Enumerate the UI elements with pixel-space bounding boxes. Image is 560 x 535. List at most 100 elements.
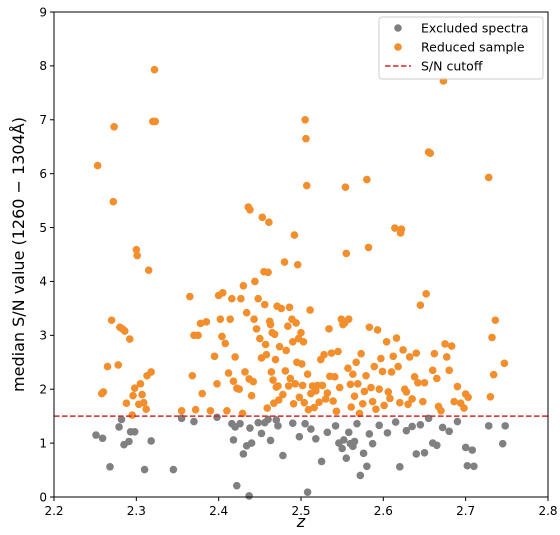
reduced-point-189 xyxy=(414,378,422,387)
excluded-point-67 xyxy=(433,441,441,450)
reduced-point-197 xyxy=(430,349,439,358)
reduced-point-17 xyxy=(133,251,141,260)
legend-label-reduced: Reduced sample xyxy=(421,40,525,55)
reduced-point-202 xyxy=(441,340,449,348)
reduced-point-159 xyxy=(364,243,373,252)
reduced-point-196 xyxy=(428,366,437,375)
reduced-point-58 xyxy=(242,308,251,317)
excluded-point-28 xyxy=(264,415,272,424)
excluded-point-45 xyxy=(342,454,351,463)
excluded-point-16 xyxy=(229,436,238,444)
reduced-point-149 xyxy=(349,370,357,378)
excluded-point-44 xyxy=(340,436,348,444)
reduced-point-211 xyxy=(464,393,472,402)
reduced-point-144 xyxy=(342,249,351,258)
excluded-point-25 xyxy=(254,418,262,427)
reduced-point-164 xyxy=(372,405,380,413)
reduced-point-73 xyxy=(261,340,270,349)
legend-label-cutoff: S/N cutoff xyxy=(421,59,483,74)
reduced-point-31 xyxy=(188,371,197,380)
reduced-point-184 xyxy=(404,400,412,409)
reduced-point-29 xyxy=(177,406,186,415)
reduced-point-10 xyxy=(121,327,129,335)
reduced-point-135 xyxy=(329,397,337,405)
excluded-point-40 xyxy=(323,428,332,437)
reduced-point-163 xyxy=(370,362,379,371)
x-tick-label: 2.5 xyxy=(291,504,310,518)
reduced-point-4 xyxy=(107,316,116,325)
reduced-point-152 xyxy=(354,380,362,388)
reduced-point-3 xyxy=(103,362,112,371)
reduced-point-66 xyxy=(252,325,261,333)
reduced-point-65 xyxy=(251,277,259,286)
reduced-point-112 xyxy=(298,381,307,390)
reduced-point-168 xyxy=(378,367,387,376)
reduced-point-198 xyxy=(433,374,441,383)
reduced-point-88 xyxy=(274,382,282,390)
excluded-point-77 xyxy=(501,422,509,430)
excluded-point-32 xyxy=(279,451,287,460)
reduced-point-214 xyxy=(488,333,496,342)
excluded-point-33 xyxy=(288,419,297,427)
reduced-point-80 xyxy=(267,368,276,376)
excluded-point-41 xyxy=(331,422,340,430)
excluded-point-34 xyxy=(295,432,304,441)
x-tick-label: 2.8 xyxy=(538,504,557,518)
reduced-point-50 xyxy=(229,377,238,385)
excluded-point-30 xyxy=(272,416,281,424)
excluded-point-63 xyxy=(416,420,425,429)
reduced-point-213 xyxy=(486,392,495,401)
reduced-point-63 xyxy=(249,377,258,386)
reduced-point-186 xyxy=(408,395,416,403)
excluded-point-1 xyxy=(98,434,107,443)
reduced-point-206 xyxy=(450,397,458,406)
reduced-point-84 xyxy=(270,330,279,339)
reduced-point-146 xyxy=(344,315,353,323)
excluded-point-39 xyxy=(317,457,326,466)
reduced-point-165 xyxy=(373,326,382,334)
reduced-point-51 xyxy=(231,353,239,361)
excluded-point-29 xyxy=(266,436,275,445)
excluded-point-52 xyxy=(359,449,368,458)
excluded-point-23 xyxy=(246,424,254,432)
excluded-point-74 xyxy=(470,462,478,471)
excluded-point-35 xyxy=(301,419,309,428)
excluded-point-68 xyxy=(438,423,447,432)
reduced-point-39 xyxy=(210,352,219,361)
reduced-point-70 xyxy=(258,213,267,222)
reduced-point-46 xyxy=(223,406,231,415)
reduced-point-104 xyxy=(291,380,300,388)
reduced-point-209 xyxy=(460,404,468,412)
reduced-point-109 xyxy=(295,393,304,402)
reduced-point-110 xyxy=(297,328,305,337)
reduced-point-145 xyxy=(344,364,352,373)
excluded-point-71 xyxy=(461,443,470,452)
reduced-point-212 xyxy=(484,173,493,182)
reduced-point-2 xyxy=(99,388,108,396)
reduced-point-20 xyxy=(138,390,146,399)
reduced-point-185 xyxy=(405,353,414,361)
reduced-point-21 xyxy=(139,398,148,407)
reduced-point-139 xyxy=(335,383,344,392)
y-tick-label: 2 xyxy=(39,383,47,397)
excluded-point-18 xyxy=(232,481,241,490)
reduced-point-134 xyxy=(327,349,336,357)
reduced-point-132 xyxy=(325,325,333,333)
y-tick-label: 9 xyxy=(39,5,47,19)
reduced-point-118 xyxy=(303,370,312,378)
excluded-point-50 xyxy=(353,419,361,428)
reduced-point-143 xyxy=(341,183,350,191)
reduced-point-172 xyxy=(386,394,394,403)
reduced-point-161 xyxy=(367,383,375,392)
legend-label-excluded: Excluded spectra xyxy=(421,21,529,36)
x-tick-label: 2.7 xyxy=(456,504,475,518)
reduced-point-93 xyxy=(280,258,289,266)
reduced-point-89 xyxy=(274,396,283,404)
reduced-point-137 xyxy=(332,407,341,416)
y-tick-label: 3 xyxy=(39,329,47,343)
y-axis-label: median S/N value (1260 − 1304Å) xyxy=(9,117,28,392)
reduced-point-7 xyxy=(114,361,123,369)
reduced-point-74 xyxy=(262,350,271,359)
reduced-point-5 xyxy=(109,197,118,206)
reduced-point-38 xyxy=(206,406,215,415)
